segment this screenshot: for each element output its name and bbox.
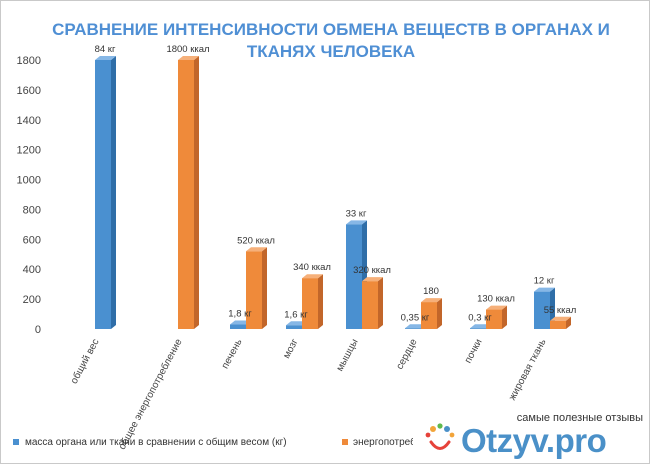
bar-front (534, 291, 550, 329)
bar-top (405, 324, 426, 329)
chart-title-line-2: ТКАНЯХ ЧЕЛОВЕКА (247, 42, 415, 61)
y-tick-label: 1200 (17, 145, 41, 157)
y-tick-label: 0 (35, 324, 41, 336)
bar-side (262, 247, 267, 329)
bar-front (302, 278, 318, 329)
bar-top (470, 324, 491, 329)
bar-top (534, 287, 555, 292)
bar-front (346, 224, 362, 329)
x-tick-label: мозг (281, 337, 301, 361)
bar-top (362, 277, 383, 282)
y-tick-label: 1000 (17, 175, 41, 187)
y-tick-label: 400 (23, 264, 41, 276)
bar-top (486, 305, 507, 310)
bar-side (437, 298, 442, 329)
bar-top (95, 56, 116, 60)
otzyv-logo-icon (425, 423, 455, 450)
data-label: 130 ккал (477, 294, 515, 305)
bar-front (95, 60, 111, 329)
data-label: 84 кг (95, 44, 116, 55)
data-label: 12 кг (534, 276, 555, 287)
data-label: 1,6 кг (284, 309, 308, 320)
bar-top (178, 56, 199, 60)
bar-top (421, 298, 442, 303)
y-tick-label: 600 (23, 234, 41, 246)
legend-swatch-energy (342, 439, 348, 445)
x-tick-label: общее энергопотребление (116, 336, 185, 451)
bar-side (378, 277, 383, 329)
bar (246, 247, 267, 329)
bar-front (178, 60, 194, 329)
data-label: 520 ккал (237, 235, 275, 246)
watermark-brand: Otzyv.pro (461, 422, 607, 459)
x-tick-label: общий вес (68, 337, 102, 386)
bar-top (230, 320, 251, 325)
bar (486, 305, 507, 329)
x-tick-label: жировая ткань (507, 337, 549, 402)
bar-top (302, 274, 323, 279)
legend-swatch-mass (13, 439, 19, 445)
bar-front (230, 324, 246, 329)
bar-side (318, 274, 323, 329)
watermark: самые полезные отзывы Otzyv.pro (413, 409, 649, 463)
data-label: 340 ккал (293, 262, 331, 273)
y-tick-label: 200 (23, 294, 41, 306)
legend-label-mass: масса органа или ткани в сравнении с общ… (25, 436, 287, 448)
bar-front (362, 281, 378, 329)
legend: масса органа или ткани в сравнении с общ… (13, 436, 430, 448)
bar-front (246, 251, 262, 329)
y-tick-label: 1600 (17, 85, 41, 97)
data-label: 0,3 кг (468, 312, 492, 323)
bar (302, 274, 323, 329)
bar (362, 277, 383, 329)
bar (534, 287, 555, 329)
data-label: 33 кг (346, 208, 367, 219)
bar (550, 316, 571, 329)
bar-front (470, 328, 486, 329)
y-axis: 0 200 400 600 800 1000 1200 1400 1600 1800 (17, 55, 41, 336)
data-label: 0,35 кг (401, 312, 430, 323)
bars (95, 56, 571, 329)
bar (178, 56, 199, 329)
y-tick-label: 1400 (17, 115, 41, 127)
chart-title-line-1: СРАВНЕНИЕ ИНТЕНСИВНОСТИ ОБМЕНА ВЕЩЕСТВ В… (52, 20, 610, 39)
legend-label-energy: энергопотребл... (353, 436, 430, 448)
data-label: 1,8 кг (228, 309, 252, 320)
bar-front (486, 309, 502, 329)
data-labels: 84 кг 1800 ккал 1,8 кг 520 ккал 1,6 кг 340 кк… (95, 44, 577, 323)
bar-top (286, 321, 307, 326)
bar (421, 298, 442, 329)
bar (95, 56, 116, 329)
data-label: 320 ккал (353, 265, 391, 276)
bar-top (550, 316, 571, 321)
data-label: 55 ккал (544, 305, 577, 316)
bar-front (286, 325, 302, 329)
bar-top (246, 247, 267, 252)
y-tick-label: 800 (23, 204, 41, 216)
x-tick-label: сердце (394, 337, 419, 372)
x-tick-label: печень (220, 337, 245, 371)
bar-side (111, 56, 116, 329)
x-tick-label: почки (463, 337, 485, 365)
bar-side (502, 305, 507, 329)
bar-front (421, 302, 437, 329)
bar-side (566, 316, 571, 329)
bar-top (346, 220, 367, 225)
y-tick-label: 1800 (17, 55, 41, 67)
bar-front (550, 320, 566, 329)
x-tick-label: мышцы (335, 337, 361, 373)
bar-front (405, 328, 421, 329)
watermark-caption: самые полезные отзывы (516, 412, 643, 424)
bar-side (194, 56, 199, 329)
data-label: 1800 ккал (166, 44, 209, 55)
data-label: 180 (423, 286, 439, 297)
